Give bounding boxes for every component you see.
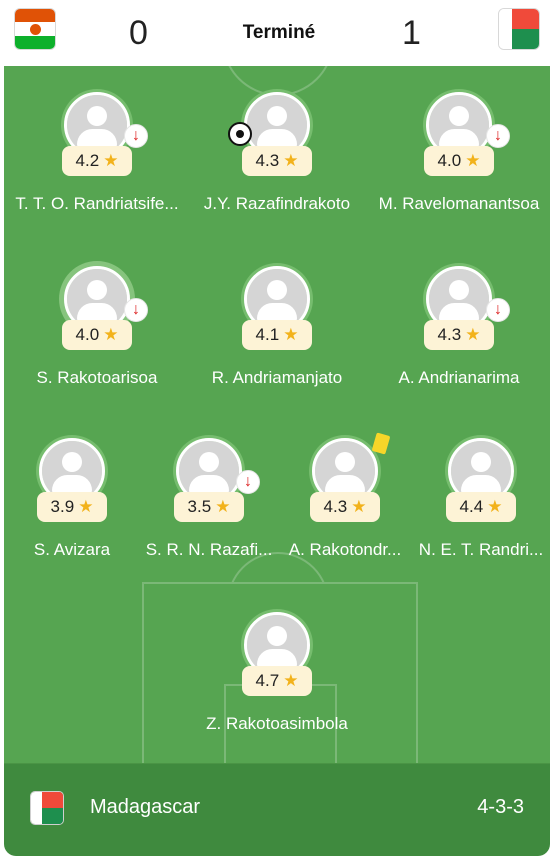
team-footer[interactable]: Madagascar 4-3-3 <box>4 764 550 856</box>
player-card[interactable]: ↓ 4.0 ★ M. Ravelomanantsoa <box>374 92 544 232</box>
pitch: ↓ 4.2 ★ T. T. O. Randriatsife... 4.3 ★ J.Y… <box>4 66 550 764</box>
sub-out-icon: ↓ <box>124 124 148 148</box>
star-icon: ★ <box>465 151 481 170</box>
star-icon: ★ <box>351 497 367 516</box>
player-rating: 4.3 ★ <box>310 492 380 522</box>
match-header: 0 Terminé 1 <box>0 0 558 66</box>
player-avatar <box>244 266 310 332</box>
star-icon: ★ <box>283 151 299 170</box>
star-icon: ★ <box>465 325 481 344</box>
player-card[interactable]: 4.3 ★ J.Y. Razafindrakoto <box>192 92 362 232</box>
player-name: R. Andriamanjato <box>211 368 343 387</box>
madagascar-flag-icon[interactable] <box>498 8 540 50</box>
sub-out-icon: ↓ <box>486 298 510 322</box>
player-card[interactable]: 4.4 ★ N. E. T. Randri... <box>396 438 550 578</box>
star-icon: ★ <box>103 325 119 344</box>
player-name: Z. Rakotoasimbola <box>206 714 348 733</box>
sub-out-icon: ↓ <box>486 124 510 148</box>
player-rating: 4.0 ★ <box>424 146 494 176</box>
star-icon: ★ <box>78 497 94 516</box>
player-rating: 4.3 ★ <box>242 146 312 176</box>
team-name: Madagascar <box>90 796 201 818</box>
team-formation: 4-3-3 <box>477 796 524 818</box>
player-card[interactable]: 4.3 ★ A. Rakotondr... <box>260 432 430 578</box>
player-card[interactable]: 4.7 ★ Z. Rakotoasimbola <box>192 612 362 752</box>
player-card[interactable]: 3.9 ★ S. Avizara <box>4 438 157 578</box>
star-icon: ★ <box>283 325 299 344</box>
sub-out-icon: ↓ <box>236 470 260 494</box>
star-icon: ★ <box>283 671 299 690</box>
player-card[interactable]: ↓ 3.5 ★ S. R. N. Razafi... <box>124 438 294 578</box>
player-name: T. T. O. Randriatsife... <box>15 194 179 213</box>
player-rating: 4.3 ★ <box>424 320 494 350</box>
yellow-card-icon <box>371 432 391 455</box>
player-rating: 4.2 ★ <box>62 146 132 176</box>
niger-flag-icon[interactable] <box>14 8 56 50</box>
player-name: N. E. T. Randri... <box>418 540 544 559</box>
player-rating: 4.4 ★ <box>446 492 516 522</box>
player-name: S. Rakotoarisoa <box>36 368 158 387</box>
star-icon: ★ <box>487 497 503 516</box>
player-card[interactable]: 4.1 ★ R. Andriamanjato <box>192 266 362 406</box>
goal-ball-icon <box>228 122 252 146</box>
player-rating: 4.0 ★ <box>62 320 132 350</box>
star-icon: ★ <box>103 151 119 170</box>
player-rating: 4.1 ★ <box>242 320 312 350</box>
sub-out-icon: ↓ <box>124 298 148 322</box>
star-icon: ★ <box>215 497 231 516</box>
player-card[interactable]: ↓ 4.2 ★ T. T. O. Randriatsife... <box>12 92 182 232</box>
player-card[interactable]: ↓ 4.3 ★ A. Andrianarima <box>374 266 544 406</box>
player-card[interactable]: ↓ 4.0 ★ S. Rakotoarisoa <box>12 266 182 406</box>
player-rating: 3.9 ★ <box>37 492 107 522</box>
home-score: 0 <box>129 14 148 52</box>
player-name: M. Ravelomanantsoa <box>378 194 540 213</box>
away-score: 1 <box>402 14 421 52</box>
player-name: A. Andrianarima <box>398 368 520 387</box>
player-rating: 4.7 ★ <box>242 666 312 696</box>
match-status: Terminé <box>242 22 316 43</box>
player-rating: 3.5 ★ <box>174 492 244 522</box>
madagascar-flag-icon <box>30 791 64 825</box>
player-name: J.Y. Razafindrakoto <box>203 194 351 213</box>
